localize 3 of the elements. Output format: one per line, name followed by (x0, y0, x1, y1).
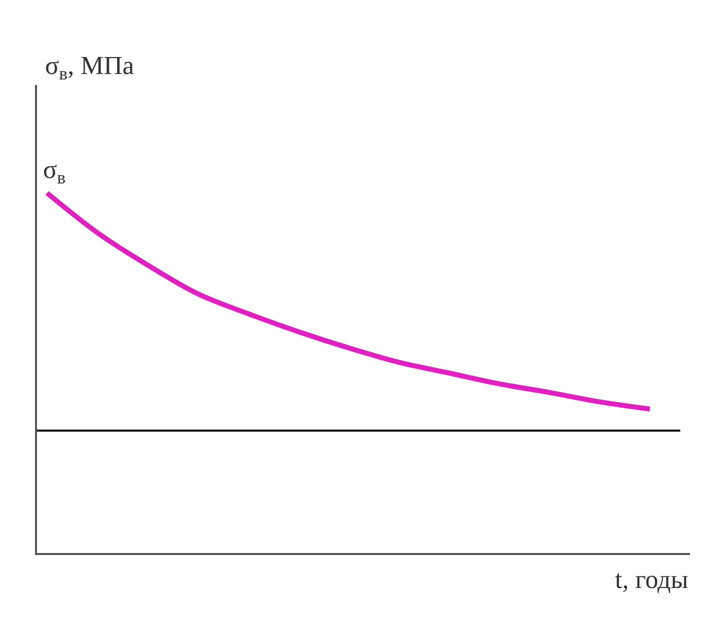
y-axis-title: σ$_{в}$, МПа (45, 51, 135, 84)
x-axis-title: t, годы (615, 565, 688, 594)
text: σ$_{в}$ (43, 155, 66, 188)
